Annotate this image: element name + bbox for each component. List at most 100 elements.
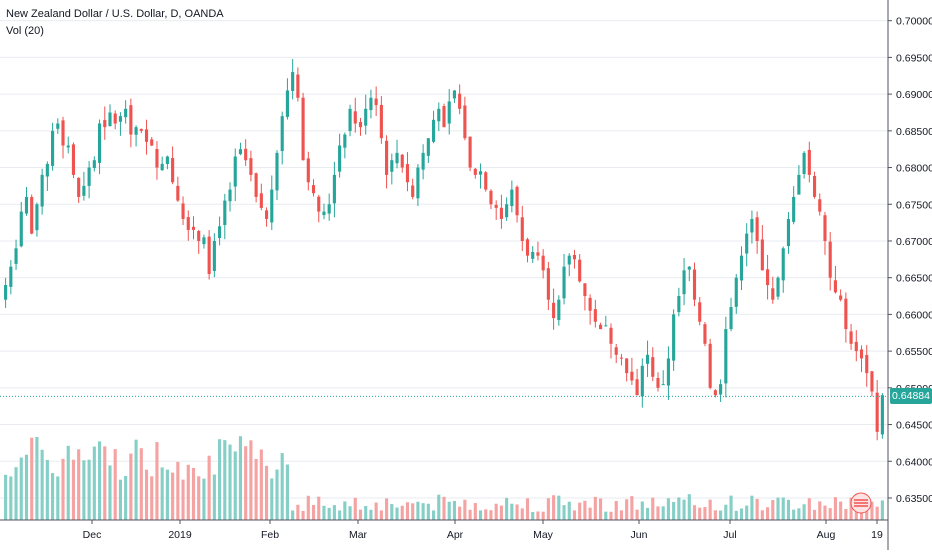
volume-bar (833, 497, 837, 520)
volume-bar (118, 479, 122, 520)
volume-bar (447, 501, 451, 520)
candle-body (144, 129, 149, 142)
volume-bar (426, 503, 430, 520)
volume-bars (4, 436, 884, 520)
volume-bar (202, 478, 206, 520)
candle-body (672, 314, 676, 361)
volume-bar (786, 499, 791, 520)
volume-bar (317, 496, 321, 520)
volume-bar (828, 508, 832, 520)
chart-title: New Zealand Dollar / U.S. Dollar, D, OAN… (6, 8, 224, 20)
candle-body (760, 239, 764, 271)
volume-bar (640, 501, 644, 520)
candle-body (541, 255, 545, 271)
volume-bar (30, 437, 34, 520)
candle-body (254, 173, 258, 197)
x-tick-label: Mar (349, 529, 368, 541)
volume-bar (692, 505, 697, 520)
candle-body (56, 123, 60, 129)
volume-bar (536, 511, 540, 520)
candle-body (405, 164, 410, 183)
candle-body (280, 116, 284, 152)
volume-bar (614, 501, 618, 520)
candle-body (447, 101, 451, 124)
candle-body (160, 163, 164, 171)
volume-bar (40, 449, 44, 520)
volume-bar (745, 505, 749, 520)
candle-body (510, 189, 514, 207)
volume-bar (296, 504, 300, 520)
candle-body (619, 357, 624, 359)
volume-bar (666, 498, 670, 520)
candle-body (212, 240, 216, 272)
candle-body (108, 112, 112, 127)
y-tick-label: 0.63500 (896, 493, 932, 505)
volume-bar (578, 502, 582, 520)
volume-bar (171, 472, 175, 520)
candle-body (687, 266, 691, 270)
candle-body (828, 241, 832, 278)
candle-body (97, 123, 102, 163)
candle-body (270, 189, 274, 223)
y-tick-label: 0.67500 (896, 199, 932, 211)
volume-bar (233, 451, 237, 520)
candle-body (880, 395, 884, 435)
volume-bar (489, 510, 493, 520)
volume-bar (400, 505, 404, 520)
candle-body (87, 167, 91, 186)
volume-bar (525, 498, 530, 520)
candle-body (499, 207, 503, 219)
candle-body (45, 163, 49, 177)
volume-bar (562, 505, 566, 520)
candle-body (781, 248, 785, 281)
volume-bar (625, 499, 629, 520)
volume-bar (572, 510, 577, 520)
volume-bar (515, 504, 519, 520)
y-tick-label: 0.68000 (896, 163, 932, 175)
volume-bar (155, 442, 159, 520)
volume-bar (656, 506, 660, 520)
candle-body (348, 108, 352, 132)
volume-bar (604, 511, 608, 520)
volume-bar (421, 503, 425, 520)
candle-body (494, 204, 498, 208)
candle-body (745, 233, 749, 254)
candle-body (186, 217, 190, 230)
volume-bar (264, 465, 269, 520)
candle-body (536, 252, 540, 256)
volume-bar (306, 495, 310, 520)
candle-body (291, 72, 295, 92)
candle-body (739, 255, 744, 281)
volume-bar (839, 501, 843, 520)
candle-body (729, 307, 733, 330)
candle-body (458, 93, 462, 109)
volume-bar (280, 453, 284, 520)
candle-body (593, 309, 597, 322)
volume-bar (724, 504, 728, 520)
volume-bar (557, 495, 561, 520)
candle-body (92, 160, 96, 168)
volume-bar (61, 458, 65, 520)
volume-bar (520, 508, 524, 520)
volume-bar (244, 446, 248, 520)
candle-body (259, 193, 263, 208)
candle-body (191, 226, 196, 230)
volume-bar (395, 507, 399, 520)
volume-bar (703, 507, 707, 520)
candle-body (364, 108, 368, 126)
volume-bar (218, 439, 222, 520)
volume-bar (97, 441, 102, 520)
volume-bar (734, 510, 738, 520)
volume-bar (452, 500, 457, 520)
volume-bar (672, 501, 676, 520)
candle-body (786, 218, 791, 247)
volume-bar (56, 476, 60, 520)
candle-body (870, 371, 874, 392)
volume-bar (687, 494, 691, 520)
volume-bar (609, 511, 613, 520)
volume-bar (24, 454, 29, 520)
volume-bar (338, 510, 342, 520)
volume-bar (771, 500, 775, 520)
